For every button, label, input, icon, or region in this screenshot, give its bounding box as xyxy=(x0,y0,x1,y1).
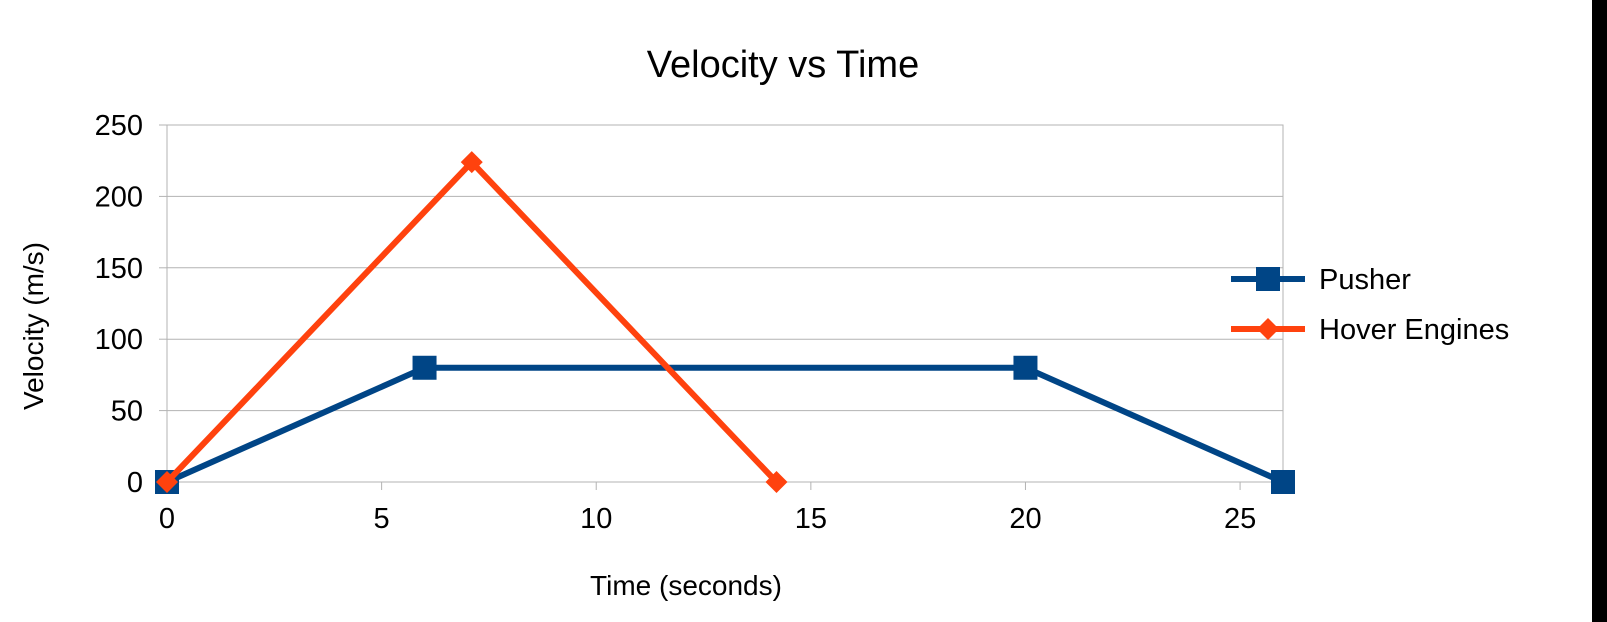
series-line-pusher xyxy=(165,364,1285,485)
x-axis-title: Time (seconds) xyxy=(590,570,782,601)
series-layer xyxy=(155,151,1295,494)
y-axis-ticks: 0 50 100 150 200 250 xyxy=(95,110,167,499)
y-axis-title: Velocity (m/s) xyxy=(18,242,49,410)
legend-label: Hover Engines xyxy=(1319,314,1509,346)
x-tick-label: 10 xyxy=(580,503,612,535)
x-axis-ticks: 0 5 10 15 20 25 xyxy=(159,482,1256,535)
data-point-hover-engines xyxy=(765,471,788,493)
legend-marker xyxy=(1257,318,1279,340)
legend-item-pusher: Pusher xyxy=(1231,264,1411,296)
series-line-hover-engines xyxy=(164,157,779,485)
y-tick-label: 0 xyxy=(127,467,143,499)
data-point-pusher xyxy=(412,355,437,380)
y-tick-label: 150 xyxy=(95,253,143,285)
data-point-pusher xyxy=(1013,355,1038,380)
x-tick-label: 20 xyxy=(1009,503,1041,535)
x-tick-label: 5 xyxy=(374,503,390,535)
data-point-hover-engines xyxy=(156,471,178,493)
series-hover-engines xyxy=(156,151,788,493)
chart-title: Velocity vs Time xyxy=(647,44,919,86)
y-tick-label: 200 xyxy=(95,181,143,213)
y-tick-label: 100 xyxy=(95,324,143,356)
x-tick-label: 25 xyxy=(1224,503,1256,535)
right-edge-border xyxy=(1592,0,1607,622)
x-tick-label: 15 xyxy=(795,503,827,535)
legend-marker xyxy=(1256,267,1280,291)
plot-frame xyxy=(166,124,1284,483)
data-point-hover-engines xyxy=(460,151,483,174)
x-tick-label: 0 xyxy=(159,503,175,535)
legend-item-hover-engines: Hover Engines xyxy=(1231,314,1509,346)
data-point-pusher xyxy=(1271,470,1295,494)
legend-label: Pusher xyxy=(1319,264,1411,296)
y-tick-label: 50 xyxy=(111,396,143,428)
legend: Pusher Hover Engines xyxy=(1231,264,1509,346)
y-tick-label: 250 xyxy=(95,110,143,142)
